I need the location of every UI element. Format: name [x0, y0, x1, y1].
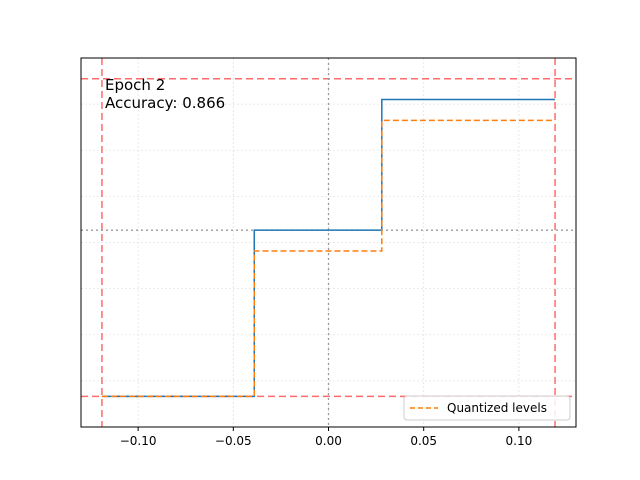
annotation-epoch: Epoch 2: [105, 76, 165, 94]
x-tick-label-3: 0.05: [410, 434, 437, 448]
series-line-1: [101, 119, 556, 398]
legend-label-quantized: Quantized levels: [447, 401, 547, 415]
x-tick-label-1: −0.05: [215, 434, 252, 448]
series: [101, 98, 556, 398]
legend: Quantized levels: [403, 395, 571, 421]
legend-box: [403, 395, 571, 421]
x-axis-ticks: −0.10 −0.05 0.00 0.05 0.10: [120, 427, 533, 448]
annotation-accuracy: Accuracy: 0.866: [105, 94, 225, 112]
x-tick-label-2: 0.00: [315, 434, 342, 448]
x-tick-label-0: −0.10: [120, 434, 157, 448]
x-tick-label-4: 0.10: [506, 434, 533, 448]
